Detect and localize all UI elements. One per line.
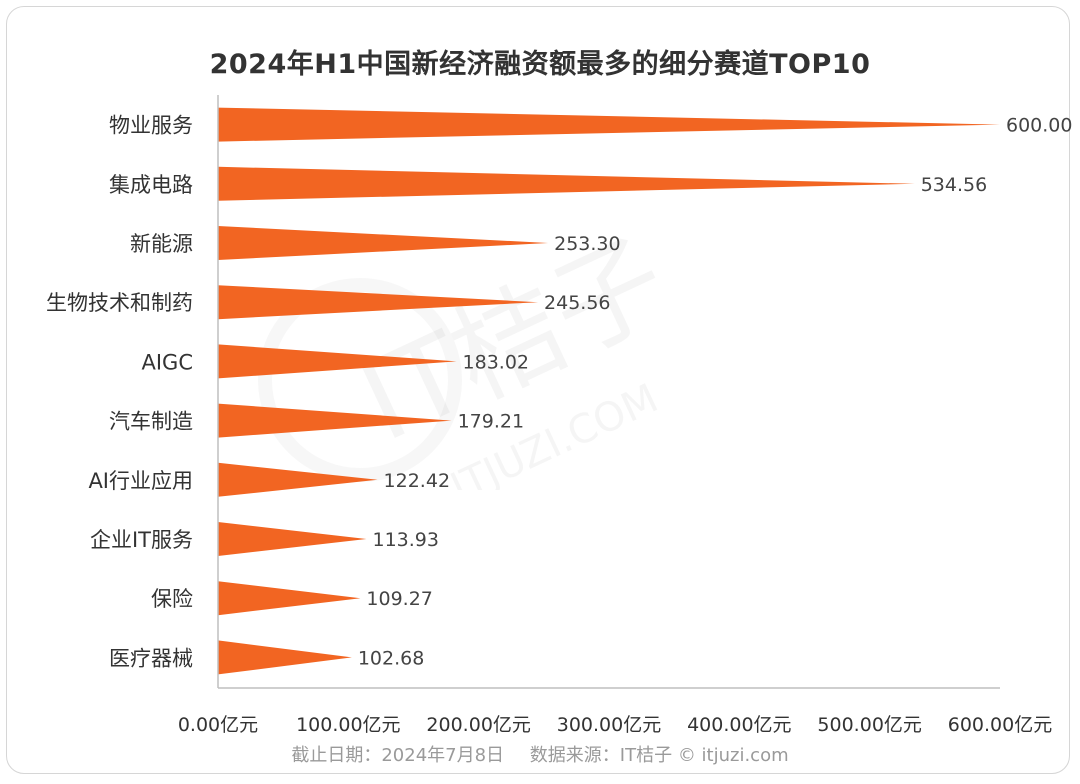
x-tick-labels-group: 0.00亿元 100.00亿元 200.00亿元 300.00亿元 400.00亿元 50… xyxy=(178,714,1052,736)
category-label: AIGC xyxy=(142,350,194,374)
value-label: 245.56 xyxy=(544,292,610,314)
bar-6 xyxy=(218,462,378,497)
x-tick-label: 600.00亿元 xyxy=(948,714,1052,736)
value-labels-group: 600.00 534.56 253.30 245.56 183.02 179.21 122.… xyxy=(358,115,1073,670)
category-label: 企业IT服务 xyxy=(90,528,193,552)
x-tick-label: 100.00亿元 xyxy=(296,714,400,736)
value-label: 534.56 xyxy=(921,174,987,196)
chart-title: 2024年H1中国新经济融资额最多的细分赛道TOP10 xyxy=(209,49,871,80)
value-label: 113.93 xyxy=(372,529,438,551)
footer-source: 数据来源：IT桔子 © itjuzi.com xyxy=(529,745,789,766)
x-tick-label: 300.00亿元 xyxy=(557,714,661,736)
footer: 截止日期：2024年7月8日 数据来源：IT桔子 © itjuzi.com xyxy=(0,741,1080,767)
value-label: 600.00 xyxy=(1006,115,1072,137)
bar-8 xyxy=(218,581,361,616)
bar-1 xyxy=(218,166,915,201)
category-label: 物业服务 xyxy=(109,114,193,138)
category-label: 集成电路 xyxy=(109,173,193,197)
bar-5 xyxy=(218,403,452,438)
value-label: 183.02 xyxy=(463,351,529,373)
x-tick-label: 0.00亿元 xyxy=(178,714,258,736)
x-tick-label: 500.00亿元 xyxy=(817,714,921,736)
bar-0 xyxy=(218,107,1000,142)
footer-date: 截止日期：2024年7月8日 xyxy=(291,745,505,766)
bars-group xyxy=(218,107,1000,675)
bar-7 xyxy=(218,522,367,556)
category-label: 新能源 xyxy=(130,232,193,256)
value-label: 253.30 xyxy=(554,233,620,255)
value-label: 102.68 xyxy=(358,647,424,669)
category-label: 生物技术和制药 xyxy=(46,291,193,315)
x-tick-label: 200.00亿元 xyxy=(426,714,530,736)
bar-2 xyxy=(218,226,549,260)
bar-4 xyxy=(218,344,457,379)
value-label: 179.21 xyxy=(458,411,524,433)
category-label: AI行业应用 xyxy=(88,469,193,493)
bar-9 xyxy=(218,640,352,675)
bar-3 xyxy=(218,285,539,320)
value-label: 122.42 xyxy=(384,470,450,492)
category-label: 医疗器械 xyxy=(109,646,193,670)
category-label: 保险 xyxy=(151,587,193,611)
x-tick-label: 400.00亿元 xyxy=(687,714,791,736)
category-label: 汽车制造 xyxy=(109,410,193,434)
value-label: 109.27 xyxy=(366,588,432,610)
